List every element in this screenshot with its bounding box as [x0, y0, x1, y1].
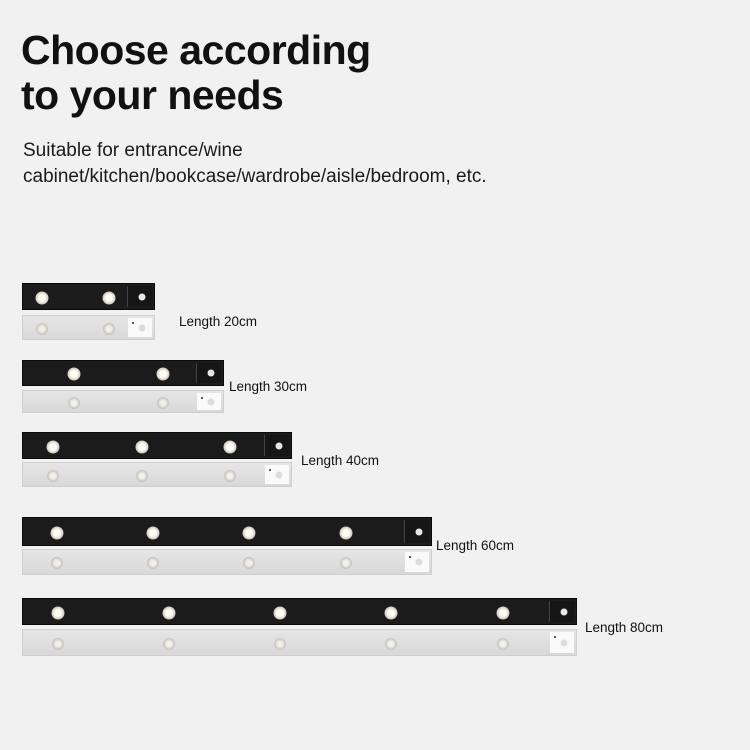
led-icon	[35, 291, 49, 304]
led-icon	[339, 526, 353, 539]
black-light-bar	[22, 517, 432, 546]
led-icon	[385, 637, 397, 650]
subtitle-line-1: Suitable for entrance/wine	[23, 140, 243, 161]
led-icon	[51, 606, 65, 619]
led-icon	[224, 469, 236, 482]
length-label: Length 30cm	[229, 379, 308, 394]
motion-sensor-icon	[415, 558, 423, 566]
led-icon	[46, 440, 60, 453]
page-title: Choose according to your needs	[21, 28, 371, 118]
sensor-cap	[264, 435, 289, 456]
white-light-bar	[22, 315, 155, 340]
sensor-cap	[404, 520, 429, 543]
led-icon	[52, 637, 64, 650]
white-light-bar	[22, 549, 432, 575]
black-light-bar	[22, 360, 224, 386]
subtitle-line-2: cabinet/kitchen/bookcase/wardrobe/aisle/…	[23, 166, 487, 187]
led-icon	[497, 637, 509, 650]
motion-sensor-icon	[207, 398, 215, 405]
led-icon	[67, 367, 81, 381]
sensor-cap	[197, 393, 221, 410]
led-icon	[156, 367, 170, 381]
black-light-bar	[22, 598, 577, 625]
length-label: Length 20cm	[179, 314, 258, 329]
sensor-cap	[196, 363, 221, 383]
led-icon	[68, 396, 80, 409]
led-icon	[146, 526, 160, 539]
title-line-2: to your needs	[21, 72, 284, 118]
led-icon	[47, 469, 59, 482]
led-icon	[273, 606, 287, 619]
motion-sensor-icon	[415, 528, 423, 535]
motion-sensor-icon	[560, 608, 568, 615]
length-label: Length 40cm	[301, 453, 380, 468]
led-icon	[496, 606, 510, 619]
led-icon	[243, 557, 255, 569]
white-light-bar	[22, 462, 292, 487]
indicator-dot-icon	[269, 469, 271, 471]
sensor-cap	[265, 465, 289, 484]
white-light-bar	[22, 629, 577, 656]
white-light-bar	[22, 390, 224, 413]
led-icon	[242, 526, 256, 539]
led-icon	[384, 606, 398, 619]
led-icon	[163, 637, 175, 650]
indicator-dot-icon	[409, 556, 411, 558]
indicator-dot-icon	[201, 397, 203, 399]
motion-sensor-icon	[138, 293, 146, 300]
led-icon	[340, 557, 352, 569]
motion-sensor-icon	[560, 639, 568, 646]
black-light-bar	[22, 283, 155, 310]
motion-sensor-icon	[275, 471, 283, 478]
led-icon	[50, 526, 64, 539]
led-icon	[136, 469, 148, 482]
subtitle: Suitable for entrance/wine cabinet/kitch…	[23, 138, 487, 190]
sensor-cap	[549, 601, 574, 622]
led-icon	[274, 637, 286, 650]
led-icon	[36, 322, 48, 335]
led-icon	[223, 440, 237, 453]
led-icon	[157, 396, 169, 409]
title-line-1: Choose according	[21, 27, 371, 73]
length-label: Length 80cm	[585, 620, 664, 635]
sensor-cap	[128, 318, 152, 337]
led-icon	[135, 440, 149, 453]
sensor-cap	[550, 632, 574, 653]
motion-sensor-icon	[275, 442, 283, 449]
led-icon	[147, 557, 159, 569]
motion-sensor-icon	[138, 324, 146, 331]
motion-sensor-icon	[207, 369, 215, 377]
led-icon	[51, 557, 63, 569]
sensor-cap	[127, 286, 152, 307]
indicator-dot-icon	[554, 636, 556, 638]
indicator-dot-icon	[132, 322, 134, 324]
black-light-bar	[22, 432, 292, 459]
led-icon	[102, 291, 116, 304]
sensor-cap	[405, 552, 429, 572]
led-icon	[162, 606, 176, 619]
length-label: Length 60cm	[436, 538, 515, 553]
led-icon	[103, 322, 115, 335]
